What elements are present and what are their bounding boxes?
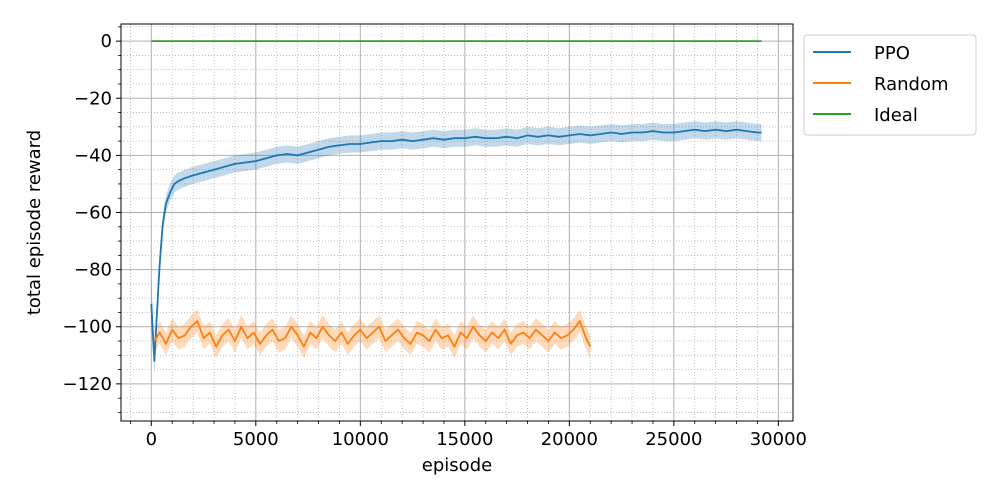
tick-labels: 0 5000 10000 15000 20000 25000 30000 0 −20 −40 −60…: [63, 31, 807, 450]
axis-ticks: [116, 26, 779, 426]
x-tick-label: 0: [146, 429, 157, 450]
ppo-line: [150, 128, 762, 362]
x-tick-label: 5000: [233, 429, 279, 450]
y-tick-label: −40: [74, 145, 112, 166]
x-tick-label: 30000: [750, 429, 807, 450]
legend-label-ideal: Ideal: [874, 105, 918, 126]
y-tick-label: 0: [101, 31, 112, 52]
minor-grid: [121, 24, 793, 421]
y-tick-label: −80: [74, 260, 112, 281]
random-line: [153, 320, 592, 348]
x-tick-label: 20000: [541, 429, 598, 450]
y-axis-label: total episode reward: [24, 130, 45, 315]
legend-label-ppo: PPO: [874, 43, 910, 64]
series-lines: [150, 40, 762, 362]
y-tick-label: −100: [63, 317, 112, 338]
y-tick-label: −20: [74, 88, 112, 109]
legend: PPO Random Ideal: [803, 34, 977, 136]
legend-box: [803, 34, 977, 136]
y-tick-label: −60: [74, 203, 112, 224]
x-tick-label: 25000: [645, 429, 702, 450]
y-tick-label: −120: [63, 374, 112, 395]
x-tick-label: 10000: [332, 429, 389, 450]
legend-label-random: Random: [874, 74, 949, 95]
plot-frame: [120, 23, 794, 422]
x-axis-label: episode: [422, 455, 492, 476]
x-tick-label: 15000: [436, 429, 493, 450]
